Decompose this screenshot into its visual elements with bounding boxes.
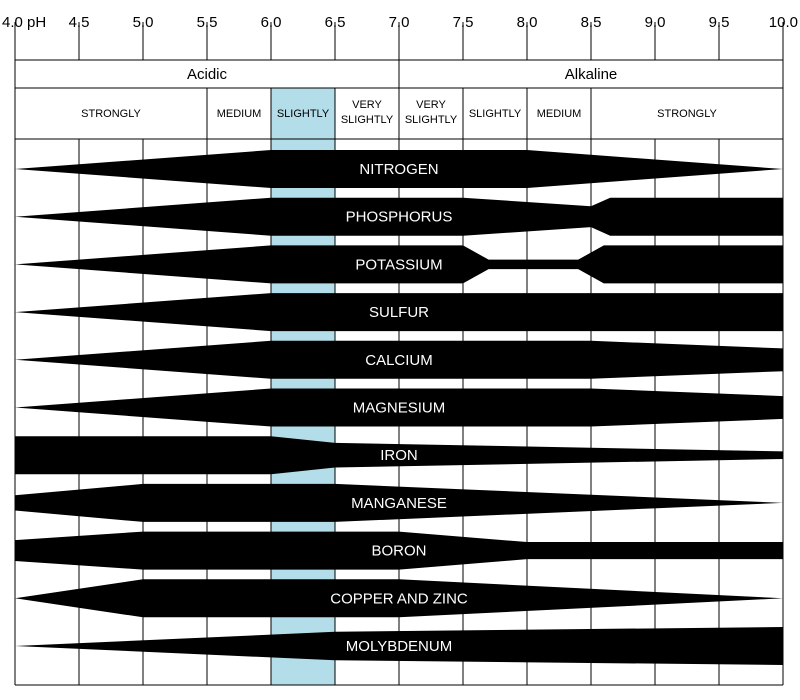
acidic-alkaline-header: Acidic Alkaline bbox=[14, 60, 784, 88]
nutrient-label: NITROGEN bbox=[359, 161, 438, 178]
nutrient-label: PHOSPHORUS bbox=[346, 209, 453, 226]
tick-label: 9.0 bbox=[645, 14, 666, 31]
zone-label: STRONGLY bbox=[81, 108, 141, 120]
nutrient-band bbox=[15, 388, 783, 427]
nutrient-label: POTASSIUM bbox=[355, 256, 442, 273]
nutrient-bands bbox=[15, 150, 783, 665]
nutrient-band bbox=[15, 627, 783, 665]
zone-label: VERY bbox=[416, 99, 446, 111]
nutrient-band bbox=[15, 245, 783, 284]
tick-label: 8.0 bbox=[517, 14, 538, 31]
nutrient-label: IRON bbox=[380, 447, 418, 464]
range-cell bbox=[15, 60, 399, 88]
zone-label: MEDIUM bbox=[217, 108, 262, 120]
nutrient-band bbox=[15, 197, 783, 236]
nutrient-label: BORON bbox=[371, 543, 426, 560]
nutrient-band bbox=[15, 293, 783, 332]
tick-label: 5.5 bbox=[197, 14, 218, 31]
nutrient-band bbox=[15, 150, 783, 188]
zone-label: SLIGHTLY bbox=[277, 108, 330, 120]
zone-cell-bg bbox=[591, 88, 783, 139]
tick-label: 5.0 bbox=[133, 14, 154, 31]
tick-label: 4.0 pH bbox=[2, 14, 46, 31]
range-label: Acidic bbox=[187, 66, 228, 83]
nutrient-label: MOLYBDENUM bbox=[346, 638, 452, 655]
nutrient-labels: NITROGEN PHOSPHORUS POTASSIUM SULFUR CALCIUM… bbox=[330, 161, 468, 655]
nutrient-label: CALCIUM bbox=[365, 352, 433, 369]
nutrient-band bbox=[15, 340, 783, 379]
nutrient-band bbox=[15, 531, 783, 570]
nutrient-band bbox=[15, 436, 783, 475]
range-label: Alkaline bbox=[565, 66, 618, 83]
range-cell bbox=[399, 60, 783, 88]
zone-label: SLIGHTLY bbox=[341, 114, 394, 126]
acidity-zone-header: STRONGLY MEDIUM SLIGHTLY VERY SLIGHTLY VERY SL… bbox=[14, 88, 784, 139]
nutrient-label: MAGNESIUM bbox=[353, 400, 446, 417]
zone-label: STRONGLY bbox=[657, 108, 717, 120]
nutrient-label: MANGANESE bbox=[351, 495, 447, 512]
zone-label: SLIGHTLY bbox=[405, 114, 458, 126]
zone-label: MEDIUM bbox=[537, 108, 582, 120]
tick-label: 9.5 bbox=[709, 14, 730, 31]
zone-cell-bg bbox=[15, 88, 207, 139]
nutrient-label: COPPER AND ZINC bbox=[330, 590, 468, 607]
tick-label: 4.5 bbox=[69, 14, 90, 31]
nutrient-band bbox=[15, 579, 783, 618]
tick-label: 10.0 bbox=[769, 14, 798, 31]
tick-label: 7.0 bbox=[389, 14, 410, 31]
tick-label: 6.0 bbox=[261, 14, 282, 31]
x-axis-tick-labels: 4.0 pH 4.5 5.0 5.5 6.0 6.5 7.0 7.5 8.0 8.5 9.0 9.5 1… bbox=[2, 14, 798, 31]
zone-label: VERY bbox=[352, 99, 382, 111]
nutrient-label: SULFUR bbox=[369, 304, 429, 321]
nutrient-band bbox=[15, 483, 783, 522]
zone-label: SLIGHTLY bbox=[469, 108, 522, 120]
tick-label: 6.5 bbox=[325, 14, 346, 31]
tick-label: 7.5 bbox=[453, 14, 474, 31]
tick-label: 8.5 bbox=[581, 14, 602, 31]
